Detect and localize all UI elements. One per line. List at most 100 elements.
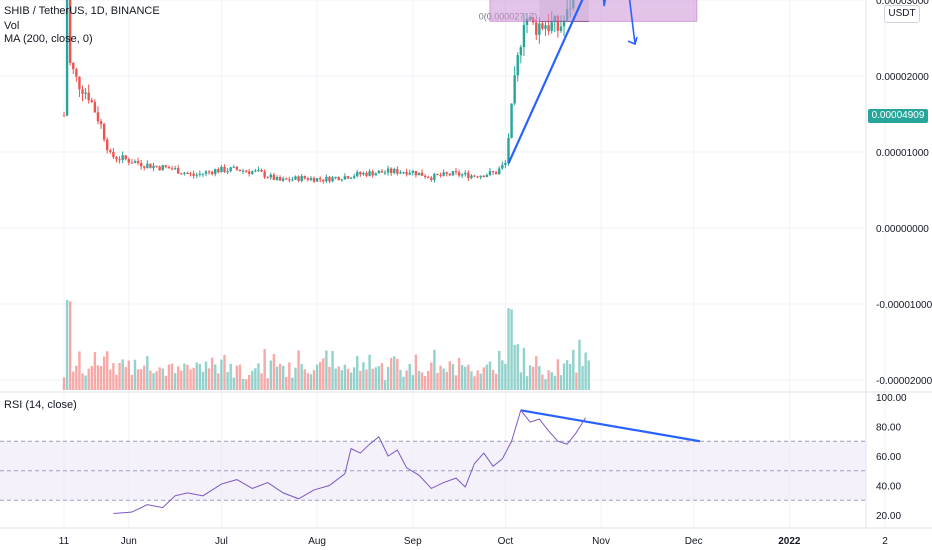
symbol-title[interactable]: SHIB / TetherUS, 1D, BINANCE [4, 5, 160, 17]
volume-bar [356, 355, 359, 390]
time-tick-label: Dec [685, 536, 703, 547]
candle-body [504, 162, 507, 165]
candle-body [513, 75, 516, 104]
volume-bar [214, 364, 217, 390]
volume-bar [405, 370, 408, 390]
candle-body [183, 173, 186, 175]
volume-bar [263, 348, 266, 390]
rsi-legend[interactable]: RSI (14, close) [4, 399, 77, 411]
volume-bar [149, 370, 152, 390]
candle-body [494, 172, 498, 175]
volume-bar [535, 356, 538, 390]
volume-bar [482, 367, 485, 390]
candle-body [417, 172, 421, 176]
volume-bar [584, 352, 587, 390]
candle-body [365, 172, 368, 176]
ma-legend[interactable]: MA (200, close, 0) [4, 33, 93, 45]
time-tick-label: Nov [592, 536, 610, 547]
volume-bar [531, 366, 535, 390]
volume-bar [374, 367, 377, 390]
volume-bar [297, 350, 300, 390]
volume-bar [180, 370, 183, 390]
candle-body [155, 165, 158, 167]
candle-body [167, 166, 171, 169]
candle-body [238, 169, 242, 172]
volume-bar [380, 363, 384, 390]
candle-body [62, 115, 66, 117]
candle-body [214, 169, 217, 175]
volume-bar [411, 375, 414, 390]
candle-body [547, 25, 550, 31]
volume-bar [272, 353, 276, 390]
volume-bar [460, 364, 464, 390]
candle-body [522, 24, 526, 48]
volume-bar [454, 375, 458, 390]
volume-bar [386, 366, 390, 390]
candle-body [423, 175, 427, 178]
volume-bar [223, 354, 226, 390]
candle-body [516, 55, 519, 76]
volume-bar [362, 362, 365, 390]
volume-bar [146, 356, 149, 390]
candle-body [430, 177, 433, 180]
candle-body [96, 112, 100, 122]
volume-bar [201, 371, 205, 390]
candle-body [457, 172, 461, 176]
volume-bar [124, 367, 127, 390]
candle-body [192, 173, 195, 176]
volume-bar [433, 349, 436, 390]
volume-bar [488, 361, 492, 390]
candle-body [340, 179, 343, 181]
volume-bar [476, 370, 479, 390]
candle-body [322, 179, 325, 182]
volume-bar [556, 359, 560, 390]
candle-body [562, 20, 566, 27]
candle-body [248, 171, 251, 174]
volume-bar [288, 362, 291, 390]
volume-bar [448, 361, 452, 390]
volume-bar [232, 377, 235, 390]
volume-bar [192, 367, 195, 390]
volume-bar [136, 369, 140, 390]
candle-body [210, 171, 214, 175]
volume-bar [161, 368, 164, 390]
volume-bar [451, 364, 455, 390]
volume-bar [423, 375, 427, 390]
volume-bar [445, 371, 448, 390]
candle-body [525, 19, 529, 25]
volume-bar [312, 370, 316, 390]
volume-bar [78, 351, 81, 390]
volume-bar [522, 347, 526, 390]
candle-body [544, 25, 547, 29]
candle-body [507, 137, 510, 163]
candle-body [139, 162, 143, 167]
volume-bar [420, 372, 424, 390]
volume-bar [217, 373, 220, 390]
volume-bars [62, 300, 590, 390]
volume-bar [399, 370, 402, 390]
candle-body [479, 175, 482, 178]
volume-bar [513, 344, 516, 390]
candle-body [519, 47, 523, 56]
rsi-tick-label: 100.00 [876, 393, 907, 404]
candle-body [414, 170, 418, 176]
volume-bar [238, 364, 242, 390]
volume-bar [220, 359, 223, 390]
volume-legend[interactable]: Vol [4, 20, 20, 32]
candle-body [436, 173, 439, 175]
rsi-tick-label: 80.00 [876, 423, 901, 434]
volume-bar [572, 349, 575, 390]
candle-body [408, 172, 411, 175]
volume-bar [559, 375, 563, 390]
volume-bar [294, 367, 297, 390]
volume-bar [396, 358, 399, 390]
volume-bar [331, 350, 334, 390]
candle-body [405, 172, 408, 175]
volume-bar [303, 369, 306, 390]
volume-bar [251, 370, 254, 390]
candle-body [102, 124, 106, 140]
currency-selector[interactable]: USDT [884, 5, 920, 23]
candle-body [501, 164, 504, 169]
